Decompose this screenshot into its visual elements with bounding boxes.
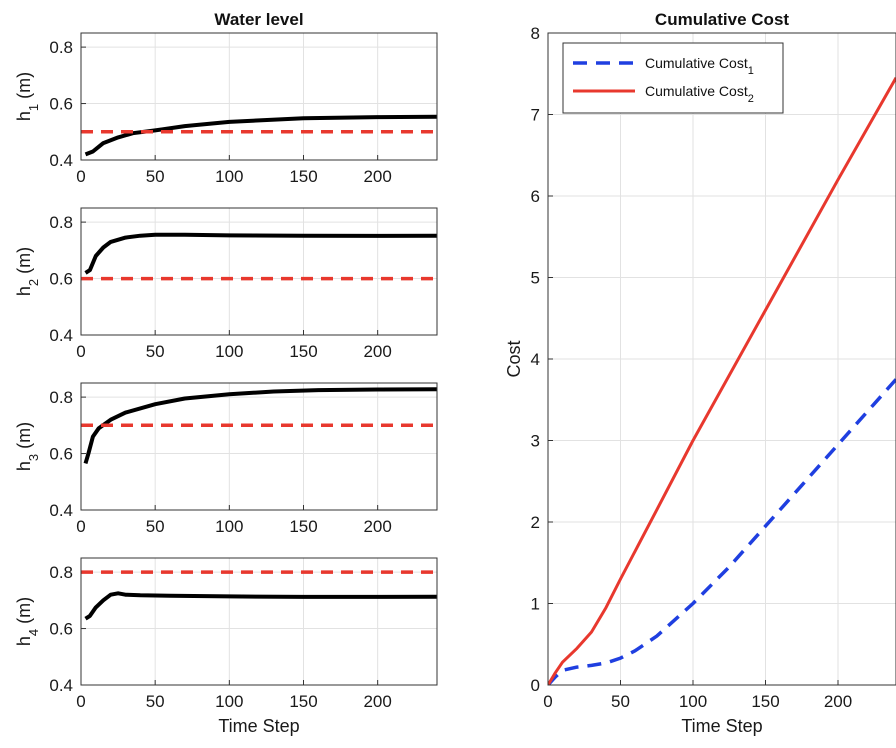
y-tick-label: 3 [531, 432, 540, 451]
y-tick-label: 2 [531, 513, 540, 532]
y-label-main: h [14, 461, 34, 471]
y-label-unit: (m) [14, 72, 34, 104]
y-label-main: h [14, 636, 34, 646]
chart-title: Water level [214, 10, 303, 29]
x-tick-label: 200 [824, 692, 852, 711]
plot-area [81, 208, 437, 335]
axes-frame [80, 207, 438, 336]
x-tick-label: 150 [751, 692, 779, 711]
y-tick-label: 1 [531, 595, 540, 614]
series-line-actual [84, 232, 437, 275]
y-axis-label: h4 (m) [14, 597, 41, 646]
legend-subscript: 1 [748, 65, 754, 77]
y-tick-label: 0.8 [49, 38, 73, 57]
x-tick-label: 200 [363, 167, 391, 186]
y-tick-label: 5 [531, 269, 540, 288]
y-axis-label: h1 (m) [14, 72, 41, 121]
legend-label: Cumulative Cost [645, 55, 748, 71]
y-tick-label: 0 [531, 676, 540, 695]
x-tick-label: 100 [215, 167, 243, 186]
y-tick-label: 0.8 [49, 213, 73, 232]
series-line-actual [83, 387, 437, 464]
legend-box [562, 42, 784, 114]
series-line-cost2 [548, 77, 896, 685]
y-tick-label: 0.6 [49, 270, 73, 289]
x-tick-label: 50 [611, 692, 630, 711]
x-tick-label: 0 [76, 692, 85, 711]
series-line-actual [84, 114, 437, 157]
y-tick-label: 8 [531, 24, 540, 43]
y-tick-label: 0.4 [49, 501, 73, 520]
x-axis-label: Time Step [681, 716, 762, 736]
chart-panel-2: 0 50 100 150 200 0.4 0.6 0.8 h2 (m) [14, 207, 438, 361]
x-tick-label: 100 [215, 692, 243, 711]
legend-subscript: 2 [748, 93, 754, 105]
x-tick-label: 50 [146, 517, 165, 536]
x-tick-label: 0 [76, 342, 85, 361]
series-line-cost1 [548, 378, 896, 685]
plot-area [81, 558, 437, 685]
chart-panel-1: 0 50 100 150 200 0.4 0.6 0.8 Water level h1 (m) [14, 10, 438, 186]
x-tick-label: 50 [146, 167, 165, 186]
y-tick-label: 0.4 [49, 151, 73, 170]
y-tick-label: 0.4 [49, 676, 73, 695]
y-axis-label: h3 (m) [14, 422, 41, 471]
y-tick-label: 0.8 [49, 563, 73, 582]
y-label-unit: (m) [14, 247, 34, 279]
y-label-subscript: 1 [26, 104, 41, 111]
y-axis-label: Cost [504, 340, 524, 377]
axes-frame [80, 557, 438, 686]
axes-frame [80, 32, 438, 161]
x-tick-label: 0 [76, 517, 85, 536]
y-tick-label: 0.4 [49, 326, 73, 345]
legend-entry: Cumulative Cost1 [645, 55, 754, 77]
y-tick-label: 0.6 [49, 445, 73, 464]
x-tick-label: 100 [215, 342, 243, 361]
y-tick-label: 6 [531, 187, 540, 206]
x-tick-label: 200 [363, 342, 391, 361]
y-tick-label: 0.6 [49, 620, 73, 639]
x-tick-label: 100 [679, 692, 707, 711]
legend-label: Cumulative Cost [645, 83, 748, 99]
y-label-main: h [14, 111, 34, 121]
y-tick-label: 0.8 [49, 388, 73, 407]
chart-panel-3: 0 50 100 150 200 0.4 0.6 0.8 h3 (m) [14, 382, 438, 536]
x-tick-label: 150 [289, 517, 317, 536]
y-label-subscript: 2 [26, 279, 41, 286]
y-axis-label: h2 (m) [14, 247, 41, 296]
y-label-main: h [14, 286, 34, 296]
y-tick-label: 0.6 [49, 95, 73, 114]
x-axis-label: Time Step [218, 716, 299, 736]
x-tick-label: 150 [289, 167, 317, 186]
axes-frame [80, 382, 438, 511]
x-tick-label: 200 [363, 692, 391, 711]
x-tick-label: 0 [76, 167, 85, 186]
plot-area [81, 383, 437, 510]
y-label-subscript: 3 [26, 454, 41, 461]
series-line-actual [84, 591, 437, 621]
chart-panel-5: 0 50 100 150 200 0 1 2 3 4 5 6 7 8 Cumulative Cost Time… [504, 10, 896, 736]
y-label-unit: (m) [14, 597, 34, 629]
x-tick-label: 100 [215, 517, 243, 536]
y-tick-label: 4 [531, 350, 540, 369]
x-tick-label: 150 [289, 342, 317, 361]
axes-frame [547, 32, 896, 686]
y-tick-label: 7 [531, 106, 540, 125]
plot-area [81, 33, 437, 160]
x-tick-label: 0 [543, 692, 552, 711]
x-tick-label: 200 [363, 517, 391, 536]
x-tick-label: 50 [146, 692, 165, 711]
y-label-unit: (m) [14, 422, 34, 454]
x-tick-label: 50 [146, 342, 165, 361]
x-tick-label: 150 [289, 692, 317, 711]
chart-panel-4: 0 50 100 150 200 0.4 0.6 0.8 Time Step h4 (m) [14, 557, 438, 736]
legend-entry: Cumulative Cost2 [645, 83, 754, 105]
chart-title: Cumulative Cost [655, 10, 789, 29]
y-label-subscript: 4 [26, 629, 41, 636]
